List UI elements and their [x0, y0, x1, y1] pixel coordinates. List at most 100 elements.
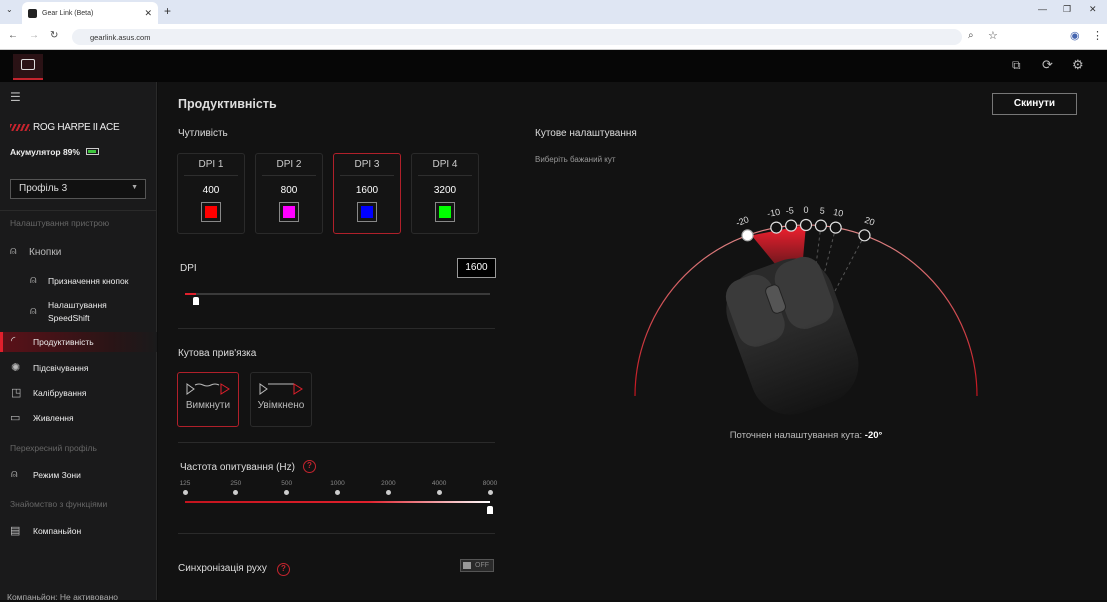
- favicon-icon: [28, 8, 37, 18]
- tab-list-icon[interactable]: ⌄: [6, 5, 13, 14]
- sidebar-item-label: Підсвічування: [33, 363, 89, 373]
- dpi-color-swatch[interactable]: [435, 202, 455, 222]
- fullscreen-icon[interactable]: ⧉: [1012, 58, 1021, 72]
- snapping-off-button[interactable]: Вимкнути: [177, 372, 239, 427]
- calibration-icon: ◳: [11, 387, 22, 399]
- polling-rate-tick-label: 125: [179, 480, 191, 487]
- sync-icon[interactable]: ⟳: [1042, 57, 1053, 72]
- dpi-preset-card[interactable]: DPI 2 800: [255, 153, 323, 234]
- device-name: ROG HARPE II ACE: [33, 122, 120, 133]
- angle-tick-label: 5: [819, 206, 825, 216]
- polling-rate-dot[interactable]: [436, 490, 442, 495]
- profile-value: Профіль 3: [19, 183, 68, 194]
- sidebar-item-label: Режим Зони: [33, 470, 81, 480]
- sidebar-item-label: Живлення: [33, 413, 74, 423]
- dpi-slider-track[interactable]: [185, 293, 490, 295]
- angle-tick-0[interactable]: [799, 218, 813, 232]
- sidebar-item-zone-mode[interactable]: ⍝ Режим Зони: [0, 465, 157, 485]
- bookmark-star-icon[interactable]: ☆: [988, 30, 998, 42]
- motion-sync-toggle[interactable]: OFF: [460, 559, 494, 572]
- angle-tick-label: -10: [766, 207, 781, 219]
- angle-tick-20[interactable]: [858, 229, 871, 242]
- tab-close-icon[interactable]: ✕: [144, 7, 152, 18]
- new-tab-icon[interactable]: +: [164, 4, 172, 18]
- settings-gear-icon[interactable]: ⚙: [1072, 57, 1084, 72]
- dpi-slider-thumb[interactable]: [192, 297, 199, 305]
- polling-rate-dot[interactable]: [487, 490, 493, 495]
- snapping-on-button[interactable]: Увімкнено: [250, 372, 312, 427]
- dpi-preset-card[interactable]: DPI 3 1600: [333, 153, 401, 234]
- dpi-input[interactable]: 1600: [457, 258, 496, 278]
- dpi-color-swatch[interactable]: [279, 202, 299, 222]
- mouse-illustration: [725, 256, 892, 437]
- sidebar-item-buttons[interactable]: ⍝ Кнопки: [0, 242, 157, 262]
- polling-rate-dot[interactable]: [233, 490, 239, 495]
- dpi-input-value: 1600: [465, 262, 488, 273]
- browser-tab[interactable]: Gear Link (Beta) ✕: [22, 2, 158, 24]
- polling-rate-dot[interactable]: [335, 490, 340, 495]
- sidebar-item-calibration[interactable]: ◳ Калібрування: [0, 383, 157, 403]
- sidebar-item-power[interactable]: ▭ Живлення: [0, 408, 157, 428]
- dpi-preset-card[interactable]: DPI 1 400: [177, 153, 245, 234]
- mouse-icon: ⍝: [30, 274, 37, 286]
- reset-button[interactable]: Скинути: [992, 93, 1077, 115]
- angle-tuning-heading: Кутове налаштування: [535, 128, 637, 139]
- sidebar-item-label: Налаштування SpeedShift: [48, 300, 107, 323]
- url-text: gearlink.asus.com: [90, 33, 151, 42]
- sidebar-item-button-assignment[interactable]: ⍝ Призначення кнопок: [0, 272, 157, 290]
- sidebar-item-performance[interactable]: ◜ Продуктивність: [0, 332, 157, 352]
- dpi-preset-card[interactable]: DPI 4 3200: [411, 153, 479, 234]
- angle-tick--5[interactable]: [784, 219, 798, 232]
- sidebar-item-lighting[interactable]: ✺ Підсвічування: [0, 358, 157, 378]
- chevron-down-icon: ▼: [131, 184, 138, 191]
- dpi-color-swatch[interactable]: [357, 202, 377, 222]
- companion-status: Компаньйон: Не активовано: [7, 592, 118, 602]
- sidebar-item-label: Продуктивність: [33, 337, 94, 347]
- device-tab[interactable]: [13, 54, 43, 80]
- current-angle-value: -20°: [864, 430, 883, 441]
- lighting-icon: ✺: [11, 362, 21, 374]
- forward-icon[interactable]: →: [29, 30, 39, 41]
- hamburger-menu-icon[interactable]: ☰: [10, 90, 21, 104]
- performance-icon: ◜: [11, 335, 16, 347]
- dpi-preset-value: 800: [280, 185, 298, 196]
- angle-snapping-heading: Кутова прив'язка: [178, 348, 257, 359]
- profile-select[interactable]: Профіль 3 ▼: [10, 179, 146, 199]
- angle-tick--20[interactable]: [741, 229, 754, 242]
- mouse-icon: ⍝: [30, 305, 37, 317]
- dpi-preset-value: 3200: [433, 185, 457, 196]
- companion-icon: ▤: [10, 525, 21, 537]
- angle-tick-label: 20: [863, 215, 876, 228]
- angle-tick-5[interactable]: [814, 219, 828, 232]
- tab-title: Gear Link (Beta): [42, 9, 94, 17]
- back-icon[interactable]: ←: [8, 30, 18, 41]
- dpi-preset-label: DPI 3: [340, 159, 394, 176]
- reload-icon[interactable]: ↻: [50, 30, 59, 41]
- angle-tick--10[interactable]: [770, 221, 783, 234]
- zoom-icon[interactable]: ⌕: [968, 30, 974, 41]
- motion-sync-label: Синхронізація руху: [178, 563, 267, 574]
- polling-rate-tick-label: 1000: [330, 480, 345, 487]
- help-icon[interactable]: ?: [277, 563, 290, 576]
- polling-rate-dot[interactable]: [182, 490, 188, 495]
- polling-slider-track[interactable]: [185, 501, 490, 503]
- sidebar-item-companion[interactable]: ▤ Компаньйон: [0, 521, 157, 541]
- close-window-icon[interactable]: ✕: [1089, 4, 1097, 14]
- dpi-color-swatch[interactable]: [201, 202, 221, 222]
- polling-slider-thumb[interactable]: [487, 506, 493, 514]
- url-field[interactable]: gearlink.asus.com: [72, 29, 962, 45]
- straight-path-icon: [259, 383, 303, 395]
- profile-icon[interactable]: ◉: [1070, 30, 1080, 42]
- polling-rate-dot[interactable]: [385, 490, 391, 495]
- mouse-icon: ⍝: [11, 468, 18, 480]
- angle-tick-label: 0: [803, 205, 808, 215]
- menu-dots-icon[interactable]: ⋮: [1092, 30, 1103, 42]
- polling-rate-dot[interactable]: [284, 490, 290, 495]
- help-icon[interactable]: ?: [303, 460, 316, 473]
- angle-tick-10[interactable]: [829, 221, 842, 234]
- divider: [178, 533, 495, 534]
- sidebar-item-speedshift[interactable]: ⍝ Налаштування SpeedShift: [0, 297, 157, 325]
- polling-rate-tick-label: 2000: [381, 480, 396, 487]
- minimize-icon[interactable]: —: [1038, 4, 1047, 14]
- maximize-icon[interactable]: ❐: [1063, 4, 1072, 14]
